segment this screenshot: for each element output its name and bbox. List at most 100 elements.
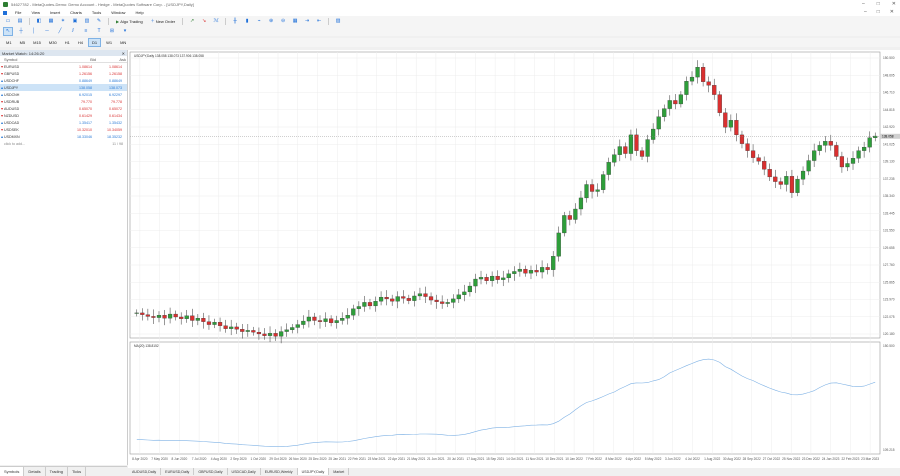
algo-trading-button[interactable]: ▶ Algo Trading: [116, 18, 143, 24]
menu-insert[interactable]: Insert: [50, 10, 61, 15]
menu-charts[interactable]: Charts: [70, 10, 82, 15]
signals-icon[interactable]: ℳ: [213, 18, 219, 24]
vertical-line-icon[interactable]: │: [32, 28, 36, 34]
crosshair-icon[interactable]: ┼: [19, 28, 23, 34]
bar-chart-icon[interactable]: ╫: [233, 18, 237, 24]
sell-icon[interactable]: ↘: [202, 18, 207, 24]
candle-body: [623, 146, 628, 154]
symbol-row[interactable]: ▲ USDMXN 18.33046 18.35232: [0, 133, 127, 140]
candle-body: [501, 277, 506, 280]
symbol-row[interactable]: ▼ USDSEK 10.32010 10.34059: [0, 126, 127, 133]
grid-icon[interactable]: ▦: [292, 18, 298, 24]
data-window-icon[interactable]: ▦: [48, 18, 54, 24]
toolbar-separator: [108, 17, 109, 25]
arrow-down-icon: ▼: [0, 127, 4, 132]
symbol-row[interactable]: ▲ USDCAD 1.35417 1.35432: [0, 119, 127, 126]
symbol-row[interactable]: ▲ USDJPY 138.058 138.073: [0, 84, 127, 91]
chart-tab[interactable]: USDCAD,Daily: [228, 468, 261, 475]
timeframe-d1[interactable]: D1: [87, 38, 102, 47]
menu-view[interactable]: View: [31, 10, 41, 15]
close-button[interactable]: ✕: [891, 1, 896, 7]
buy-icon[interactable]: ↗: [190, 18, 195, 24]
chart-close-button[interactable]: ✕: [889, 9, 894, 15]
fibonacci-icon[interactable]: ≡: [84, 28, 88, 34]
chart-tab-active[interactable]: USDJPY,Daily: [297, 468, 330, 475]
minimize-button[interactable]: –: [861, 1, 865, 7]
channel-icon[interactable]: ⫽: [71, 28, 75, 34]
templates-icon[interactable]: ▧: [335, 18, 341, 24]
symbol-row[interactable]: ▲ USDCNH 6.92015 6.92297: [0, 91, 127, 98]
candle-body: [373, 301, 378, 307]
chart-window-icon[interactable]: [3, 10, 7, 15]
symbol-row[interactable]: ▼ USDRUB 79.770 79.778: [0, 98, 127, 105]
trendline-icon[interactable]: ╱: [58, 28, 62, 34]
shapes-icon[interactable]: ⊞: [109, 28, 115, 34]
candle-body: [173, 313, 178, 318]
zoom-in-icon[interactable]: ⊕: [269, 18, 274, 24]
chart-tab-market[interactable]: Market: [329, 468, 350, 475]
candlestick-icon[interactable]: ▮: [245, 18, 249, 24]
column-bid[interactable]: Bid: [90, 56, 96, 62]
candle-body: [156, 315, 162, 318]
market-watch-icon[interactable]: ◧: [36, 18, 42, 24]
symbol-row[interactable]: ▼ NZDUSD 0.61429 0.61434: [0, 112, 127, 119]
menu-window[interactable]: Window: [111, 10, 126, 15]
symbol-row[interactable]: ▲ USDCHF 0.88649 0.88649: [0, 77, 127, 84]
timeframe-h1[interactable]: H1: [64, 40, 70, 45]
symbol-name: AUDUSD: [4, 106, 20, 111]
candle-body: [217, 322, 223, 326]
navigator-icon[interactable]: ✶: [60, 18, 66, 24]
dropdown-icon[interactable]: ▾: [123, 28, 127, 34]
chart-window[interactable]: 8 Apr 2020 7 May 2020 8 Jun 2020 7 Jul 2020…: [128, 50, 900, 468]
chart-restore-button[interactable]: □: [876, 9, 880, 15]
chart-tab[interactable]: AUDUSD,Daily: [128, 468, 162, 475]
zoom-out-icon[interactable]: ⊖: [281, 18, 286, 24]
symbol-row[interactable]: ▼ GBPUSD 1.26156 1.26158: [0, 70, 127, 77]
tab-trading[interactable]: Trading: [46, 467, 68, 476]
timeframe-mn[interactable]: MN: [120, 40, 127, 45]
column-symbol[interactable]: Symbol: [4, 56, 18, 62]
tab-ticks[interactable]: Ticks: [68, 467, 87, 476]
candle-body: [273, 333, 278, 337]
metaeditor-icon[interactable]: ✎: [96, 18, 102, 24]
autoscroll-icon[interactable]: ⇥: [305, 18, 310, 24]
new-chart-icon[interactable]: ▭: [5, 18, 11, 24]
main-pane[interactable]: [129, 51, 881, 339]
symbol-name: USDSEK: [4, 127, 19, 132]
line-chart-icon[interactable]: ⌁: [257, 18, 261, 24]
timeframe-h4[interactable]: H4: [77, 40, 83, 45]
horizontal-line-icon[interactable]: ─: [45, 28, 49, 34]
chart-minimize-button[interactable]: –: [863, 9, 867, 15]
close-icon[interactable]: ✕: [121, 50, 125, 56]
tab-details[interactable]: Details: [24, 467, 46, 476]
tab-symbols[interactable]: Symbols: [0, 467, 25, 476]
menu-help[interactable]: Help: [135, 10, 144, 15]
timeframe-w1[interactable]: W1: [106, 40, 113, 45]
column-ask[interactable]: Ask: [119, 56, 126, 62]
new-order-button[interactable]: ＋ New Order: [150, 18, 176, 24]
symbol-row[interactable]: ▼ AUDUSD 0.65070 0.65072: [0, 105, 127, 112]
chart-tab[interactable]: EURUSD,Daily: [161, 468, 195, 475]
chart-shift-icon[interactable]: ⇤: [317, 18, 322, 24]
chart-tab[interactable]: EURUSD,Weekly: [261, 468, 298, 475]
candle-body: [662, 108, 667, 117]
profiles-icon[interactable]: ▤: [17, 18, 23, 24]
strategy-tester-icon[interactable]: ▥: [84, 18, 90, 24]
cursor-icon[interactable]: ↖: [3, 26, 13, 36]
text-icon[interactable]: T: [97, 28, 101, 34]
menu-file[interactable]: File: [15, 10, 22, 15]
timeframe-m15[interactable]: M15: [33, 40, 41, 45]
menu-tools[interactable]: Tools: [91, 10, 102, 15]
toolbox-icon[interactable]: ▣: [72, 18, 78, 24]
timeframe-m5[interactable]: M5: [19, 40, 26, 45]
timeframe-m1[interactable]: M1: [6, 40, 12, 45]
maximize-button[interactable]: □: [876, 1, 880, 7]
candle-body: [295, 324, 300, 328]
chart-tab[interactable]: GBPUSD,Daily: [194, 468, 228, 475]
add-symbol-row[interactable]: click to add... 11 / 98: [0, 140, 127, 147]
symbol-row[interactable]: ▼ EURUSD 1.08614 1.08614: [0, 63, 127, 70]
price-chart[interactable]: 8 Apr 2020 7 May 2020 8 Jun 2020 7 Jul 2020…: [128, 50, 900, 468]
timeframe-m30[interactable]: M30: [48, 40, 57, 45]
indicator-pane[interactable]: [129, 341, 881, 455]
date-tick-label: 28 Sep 2022: [743, 457, 761, 461]
